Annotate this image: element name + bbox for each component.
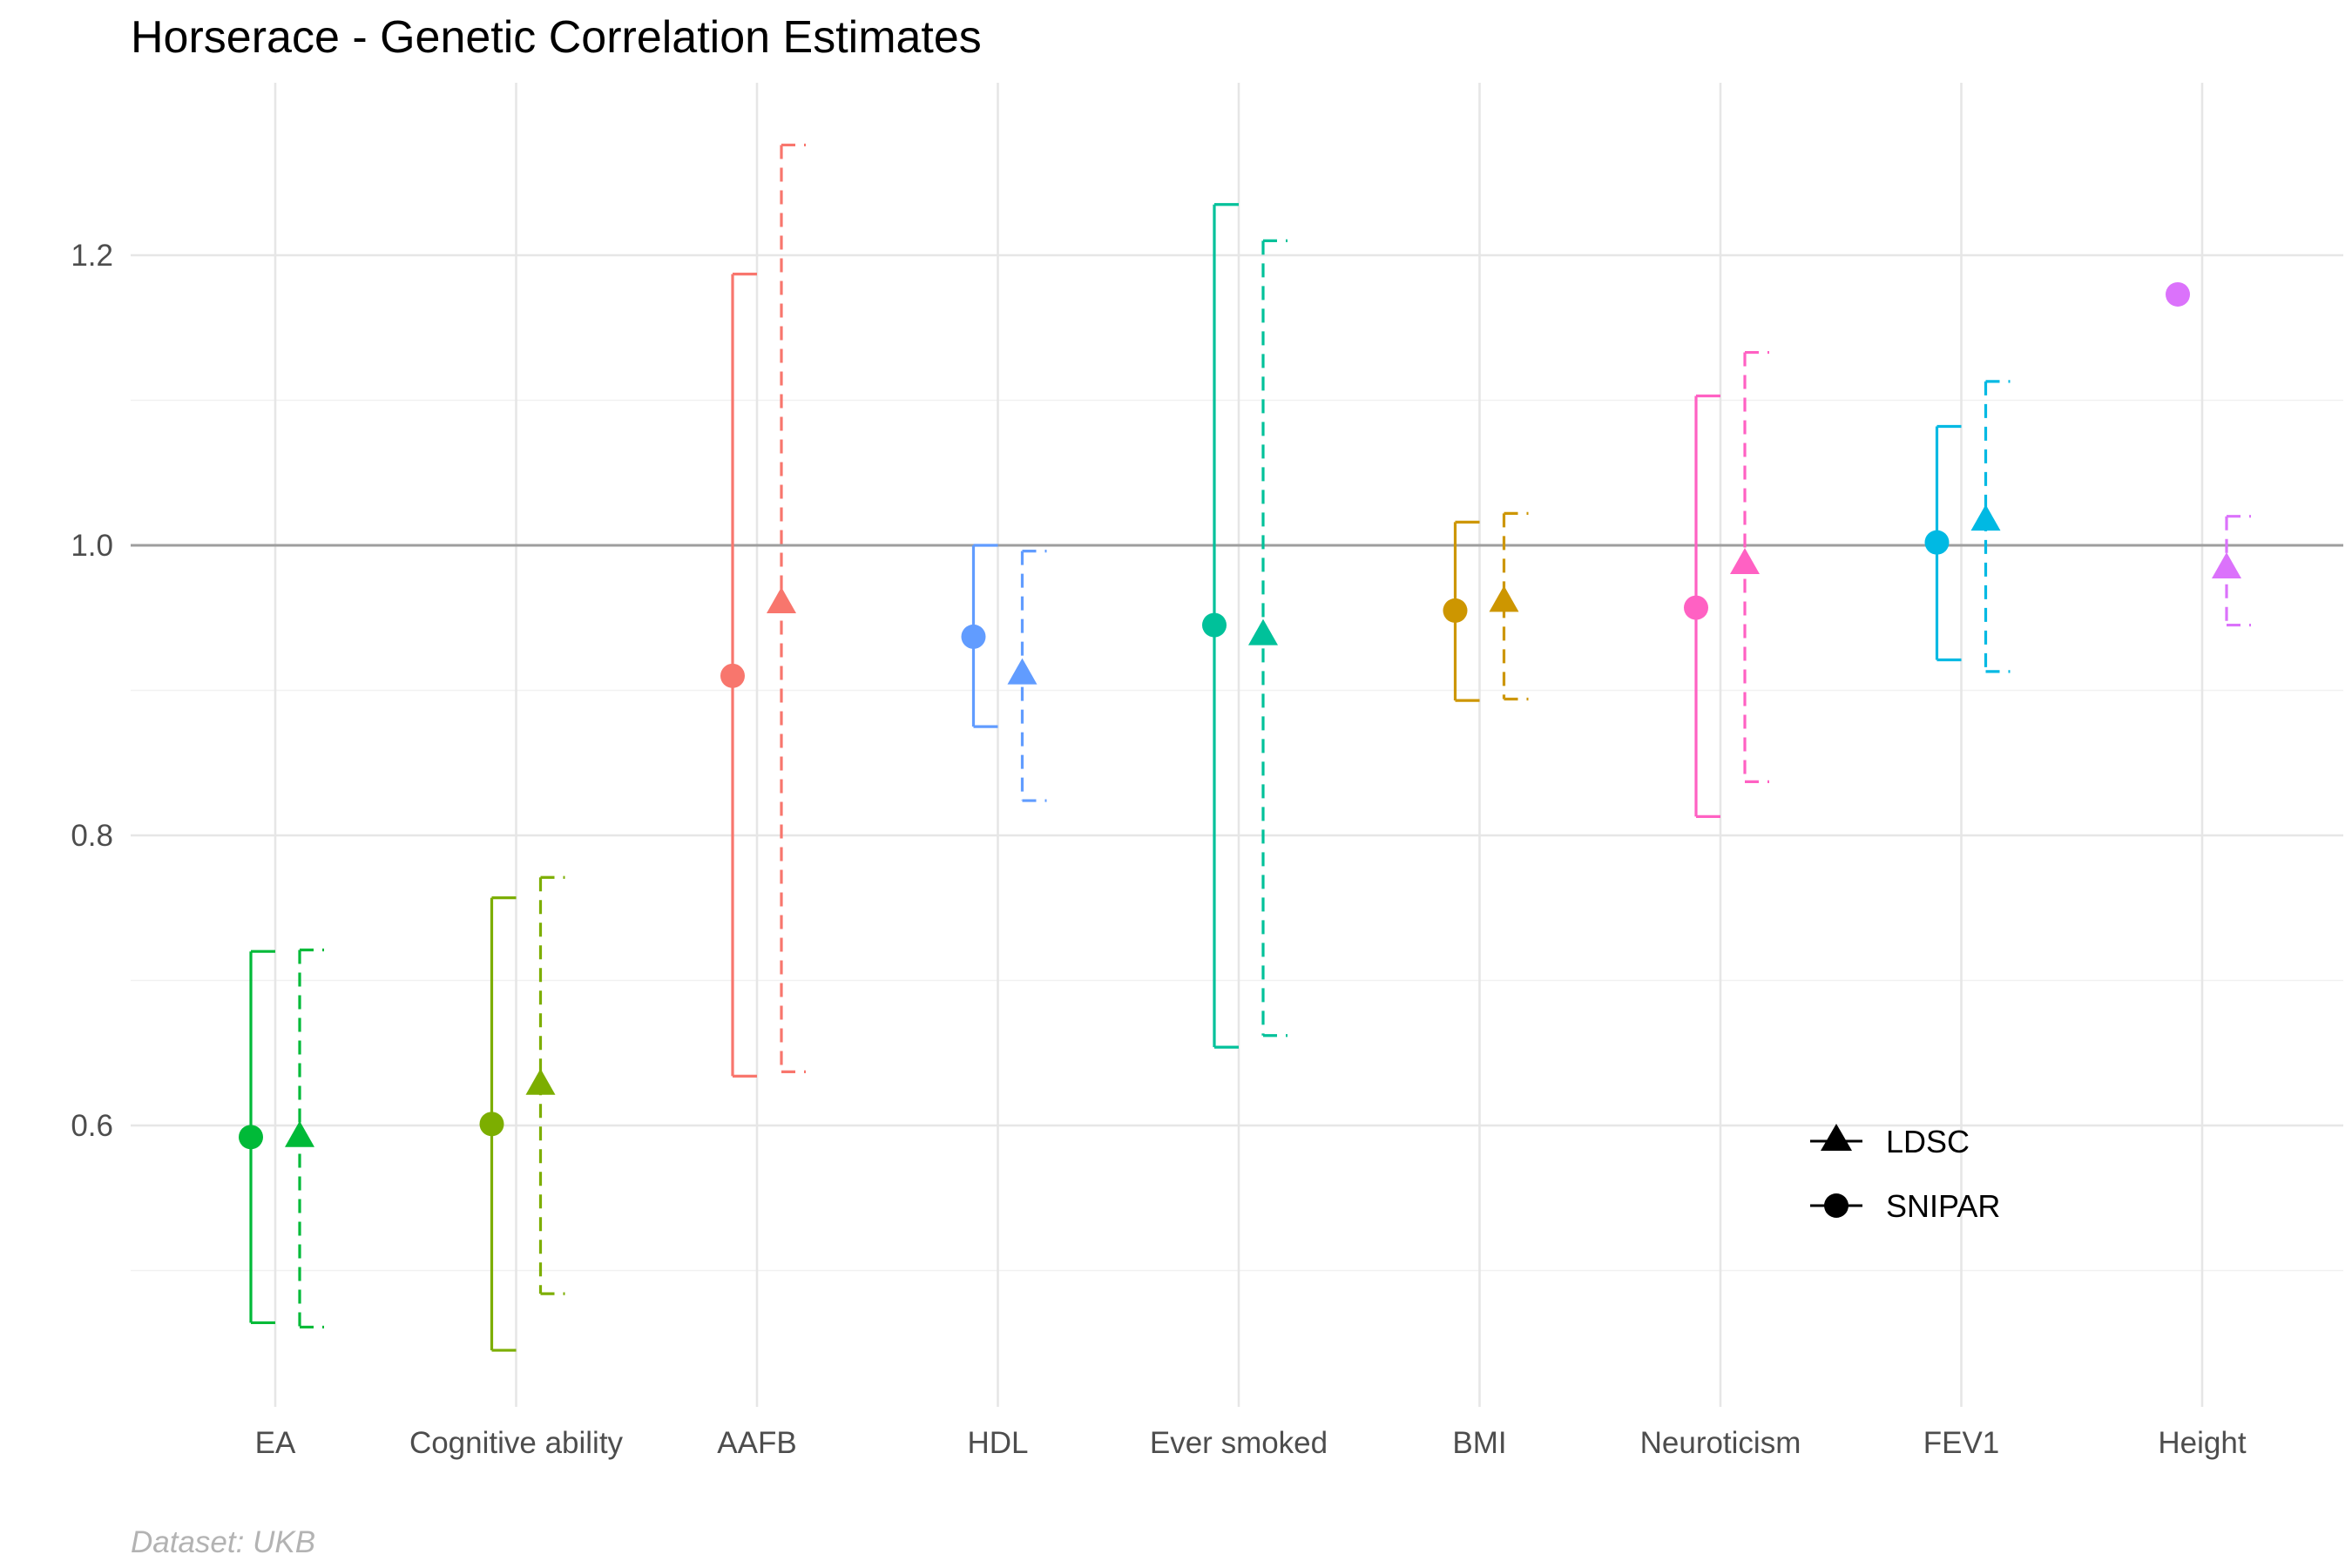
legend-key-triangle [1821,1124,1852,1151]
x-axis-ticks: EA Cognitive ability AAFB HDL Ever smoked BMI… [255,1426,2247,1460]
y-tick-label: 0.6 [71,1109,113,1143]
data-point-circle [2166,281,2190,307]
data-point-triangle [1970,504,2001,531]
data-point-circle [1924,530,1950,555]
data-point-triangle [1489,585,1519,612]
data-point-circle [1202,612,1227,638]
y-tick-label: 1.0 [71,529,113,563]
y-tick-label: 0.8 [71,819,113,853]
data-point-circle [1443,598,1468,623]
data-point-triangle [767,587,796,613]
legend-label: SNIPAR [1886,1188,2000,1224]
y-tick-label: 1.2 [71,239,113,273]
data-point-triangle [285,1120,314,1147]
x-tick-label: Neuroticism [1640,1426,1801,1460]
chart-title: Horserace - Genetic Correlation Estimate… [131,12,982,63]
data-point-circle [239,1125,263,1150]
data-point-circle [961,624,986,649]
legend: LDSC SNIPAR [1810,1124,2000,1224]
data-marks [239,143,2251,1352]
legend-key-circle [1824,1193,1848,1218]
x-tick-label: AAFB [717,1426,796,1460]
data-point-circle [720,663,745,688]
y-axis-ticks: 0.6 0.8 1.0 1.2 [71,239,113,1143]
data-point-triangle [2212,552,2241,579]
data-point-triangle [1007,658,1037,685]
chart-caption: Dataset: UKB [131,1525,315,1559]
x-tick-label: Cognitive ability [409,1426,624,1460]
data-point-triangle [1248,618,1278,645]
data-point-triangle [1730,548,1760,575]
x-tick-label: HDL [967,1426,1028,1460]
x-tick-label: EA [255,1426,296,1460]
grid [131,83,2343,1407]
x-tick-label: BMI [1452,1426,1506,1460]
x-tick-label: Ever smoked [1150,1426,1328,1460]
legend-label: LDSC [1886,1124,1970,1159]
data-point-circle [1684,595,1708,620]
legend-item: SNIPAR [1810,1188,2000,1224]
x-tick-label: FEV1 [1923,1426,2000,1460]
x-tick-label: Height [2158,1426,2246,1460]
data-point-circle [479,1112,504,1137]
legend-item: LDSC [1810,1124,1970,1159]
data-point-triangle [525,1068,556,1095]
